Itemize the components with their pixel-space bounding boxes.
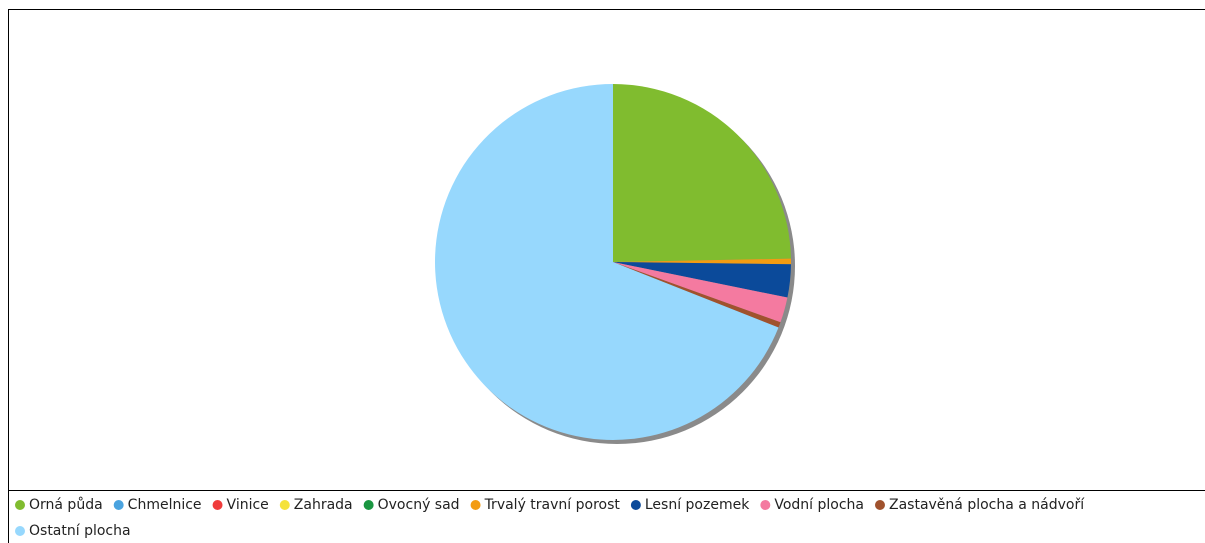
legend-swatch bbox=[113, 500, 124, 510]
legend-label: Ovocný sad bbox=[378, 497, 460, 513]
pie-slice bbox=[613, 258, 792, 265]
pie-slice bbox=[613, 262, 781, 328]
pie-slice bbox=[613, 84, 791, 262]
legend-label: Vinice bbox=[227, 497, 269, 513]
legend-swatch bbox=[15, 500, 25, 510]
legend-swatch bbox=[470, 500, 481, 510]
legend-swatch bbox=[279, 500, 290, 510]
legend-label: Lesní pozemek bbox=[645, 497, 750, 513]
pie-slice bbox=[435, 84, 779, 441]
legend-swatch bbox=[212, 500, 223, 510]
legend-label: Chmelnice bbox=[128, 497, 202, 513]
legend-label: Vodní plocha bbox=[774, 497, 864, 513]
legend-label: Trvalý travní porost bbox=[484, 497, 621, 513]
legend-swatch bbox=[874, 500, 885, 510]
legend-label: Zastavěná plocha a nádvoří bbox=[889, 497, 1085, 513]
legend-label: Orná půda bbox=[29, 497, 103, 513]
legend-swatch bbox=[363, 500, 374, 510]
legend-swatch bbox=[630, 500, 641, 510]
pie-slice bbox=[613, 262, 788, 323]
legend-swatch bbox=[15, 526, 25, 536]
legend-label: Ostatní plocha bbox=[29, 523, 131, 539]
pie-slice bbox=[613, 262, 791, 298]
legend-swatch bbox=[760, 500, 771, 510]
legend-label: Zahrada bbox=[294, 497, 353, 513]
